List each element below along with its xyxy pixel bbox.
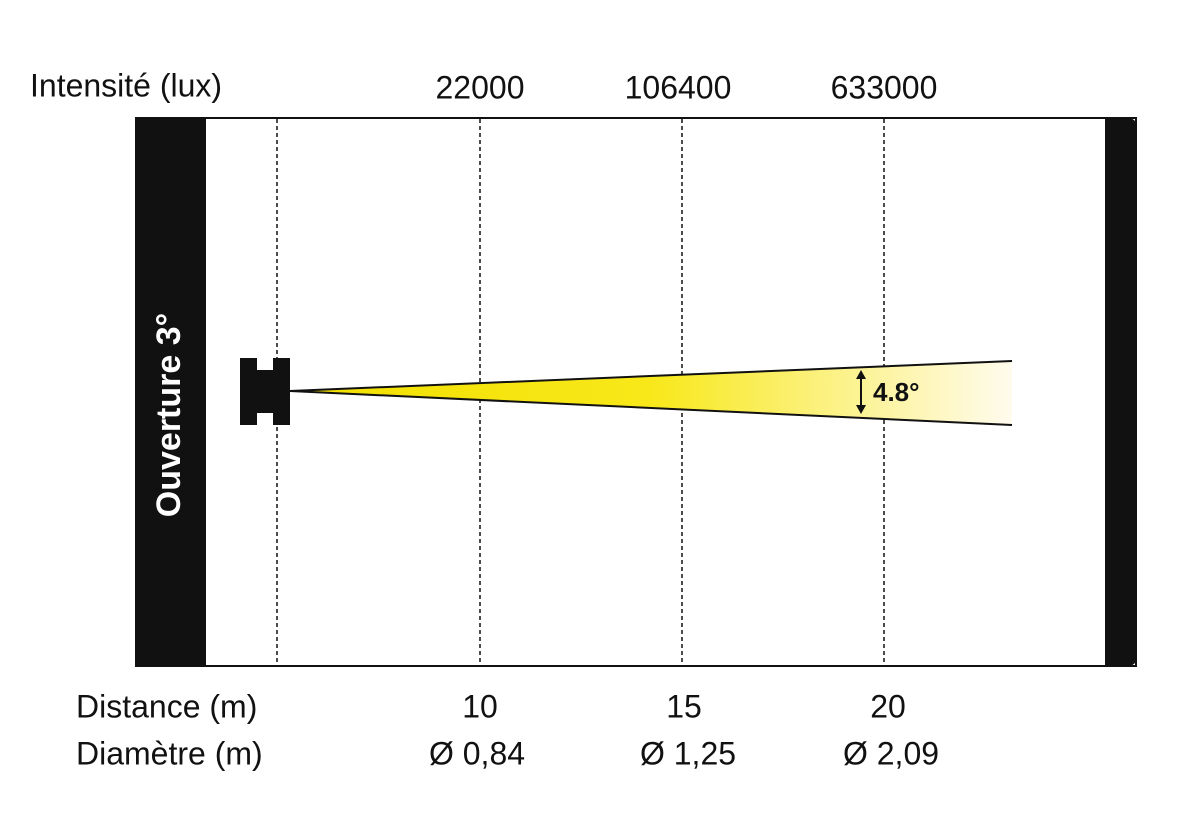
diameter-value: Ø 0,84: [429, 735, 525, 771]
distance-value: 20: [870, 688, 906, 724]
distance-label: Distance (m): [76, 688, 257, 724]
beam: [290, 361, 1012, 425]
left-bar: [136, 118, 206, 666]
beam-angle: 4.8°: [873, 377, 920, 407]
beam-edge: [289, 360, 1013, 392]
intensity-value: 22000: [436, 69, 525, 105]
right-bar: [1105, 118, 1137, 666]
diameter-label: Diamètre (m): [76, 735, 263, 771]
distance-value: 10: [462, 688, 498, 724]
intensity-label: Intensité (lux): [30, 67, 222, 103]
intensity-value: 106400: [625, 69, 732, 105]
diameter-value: Ø 2,09: [843, 735, 939, 771]
angle-arrow: [856, 370, 866, 414]
fixture: [240, 358, 290, 425]
aperture-label: Ouverture 3°: [150, 313, 188, 517]
diameter-value: Ø 1,25: [640, 735, 736, 771]
beam-edge: [289, 390, 1013, 426]
intensity-value: 633000: [831, 69, 938, 105]
distance-value: 15: [666, 688, 702, 724]
